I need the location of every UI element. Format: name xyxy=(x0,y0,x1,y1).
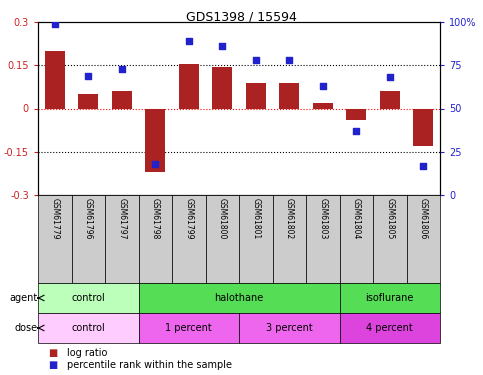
Bar xyxy=(205,195,239,283)
Text: GSM61797: GSM61797 xyxy=(117,198,126,239)
Text: GSM61800: GSM61800 xyxy=(218,198,227,239)
Text: ■: ■ xyxy=(48,360,57,370)
Text: log ratio: log ratio xyxy=(67,348,107,358)
Point xyxy=(353,128,360,134)
Text: 1 percent: 1 percent xyxy=(165,323,212,333)
Text: dose: dose xyxy=(14,323,37,333)
Bar xyxy=(71,195,105,283)
Text: 4 percent: 4 percent xyxy=(367,323,413,333)
Bar xyxy=(340,283,440,313)
Bar xyxy=(272,195,306,283)
Text: isoflurane: isoflurane xyxy=(366,293,414,303)
Bar xyxy=(38,313,139,343)
Text: GSM61796: GSM61796 xyxy=(84,198,93,239)
Bar xyxy=(38,283,139,313)
Bar xyxy=(239,195,272,283)
Point xyxy=(118,66,126,72)
Text: GSM61798: GSM61798 xyxy=(151,198,160,239)
Bar xyxy=(145,108,165,172)
Point xyxy=(51,21,58,27)
Text: halothane: halothane xyxy=(214,293,264,303)
Bar xyxy=(346,108,366,120)
Text: agent: agent xyxy=(9,293,37,303)
Bar xyxy=(313,103,333,108)
Text: GSM61802: GSM61802 xyxy=(285,198,294,239)
Bar xyxy=(413,108,433,146)
Bar xyxy=(172,195,205,283)
Bar xyxy=(139,195,172,283)
Point xyxy=(218,43,226,49)
Text: GDS1398 / 15594: GDS1398 / 15594 xyxy=(186,10,297,23)
Text: GSM61801: GSM61801 xyxy=(251,198,260,239)
Text: GSM61803: GSM61803 xyxy=(318,198,327,239)
Bar xyxy=(112,91,132,108)
Bar xyxy=(38,195,71,283)
Text: percentile rank within the sample: percentile rank within the sample xyxy=(67,360,232,370)
Text: ■: ■ xyxy=(48,348,57,358)
Bar xyxy=(239,313,340,343)
Bar xyxy=(105,195,139,283)
Point xyxy=(319,83,327,89)
Bar xyxy=(78,94,99,108)
Bar xyxy=(279,82,299,108)
Text: control: control xyxy=(71,323,105,333)
Point xyxy=(419,163,427,169)
Bar xyxy=(139,283,340,313)
Text: GSM61804: GSM61804 xyxy=(352,198,361,239)
Bar xyxy=(212,67,232,108)
Point xyxy=(185,38,193,44)
Text: 3 percent: 3 percent xyxy=(266,323,313,333)
Text: GSM61779: GSM61779 xyxy=(50,198,59,239)
Bar xyxy=(340,313,440,343)
Point xyxy=(85,73,92,79)
Text: control: control xyxy=(71,293,105,303)
Bar xyxy=(340,195,373,283)
Bar xyxy=(373,195,407,283)
Point xyxy=(151,161,159,167)
Bar xyxy=(246,82,266,108)
Text: GSM61805: GSM61805 xyxy=(385,198,394,239)
Bar xyxy=(380,91,400,108)
Bar xyxy=(45,51,65,108)
Bar xyxy=(306,195,340,283)
Text: GSM61806: GSM61806 xyxy=(419,198,428,239)
Point xyxy=(252,57,260,63)
Text: GSM61799: GSM61799 xyxy=(184,198,193,239)
Bar xyxy=(139,313,239,343)
Bar xyxy=(407,195,440,283)
Point xyxy=(285,57,293,63)
Bar xyxy=(179,64,199,108)
Point xyxy=(386,74,394,80)
